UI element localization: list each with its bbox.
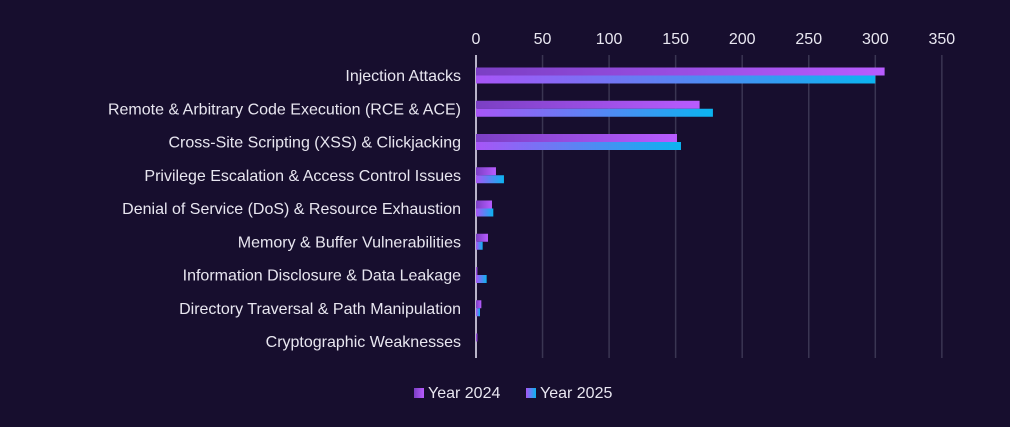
x-tick-label: 50 — [534, 31, 552, 48]
x-tick-label: 250 — [795, 31, 822, 48]
bar-2024 — [476, 200, 492, 209]
category-label: Cryptographic Weaknesses — [266, 334, 461, 351]
legend-label: Year 2024 — [428, 385, 500, 402]
bar-2024 — [476, 300, 482, 309]
x-tick-label: 200 — [729, 31, 756, 48]
bar-2024 — [476, 100, 700, 109]
legend-label: Year 2025 — [540, 385, 612, 402]
bar-2025 — [476, 108, 713, 117]
x-tick-label: 150 — [662, 31, 689, 48]
bar-2025 — [476, 175, 504, 184]
bar-2024 — [476, 67, 885, 76]
legend-swatch — [414, 388, 424, 398]
category-label: Denial of Service (DoS) & Resource Exhau… — [122, 201, 461, 218]
bar-2025 — [476, 142, 681, 150]
bar-2025 — [476, 208, 494, 217]
category-label: Privilege Escalation & Access Control Is… — [144, 168, 461, 185]
bar-2025 — [476, 241, 483, 250]
bar-2025 — [476, 308, 480, 317]
category-label: Information Disclosure & Data Leakage — [183, 268, 461, 285]
category-label: Injection Attacks — [345, 68, 461, 85]
category-label: Directory Traversal & Path Manipulation — [179, 301, 461, 318]
category-label: Cross-Site Scripting (XSS) & Clickjackin… — [168, 135, 461, 152]
x-tick-label: 0 — [472, 31, 481, 48]
bar-2024 — [476, 333, 478, 342]
x-tick-label: 100 — [596, 31, 623, 48]
bar-2024 — [476, 267, 478, 275]
bar-2025 — [476, 275, 487, 283]
category-label: Memory & Buffer Vulnerabilities — [238, 234, 461, 251]
category-label: Remote & Arbitrary Code Execution (RCE &… — [108, 101, 461, 118]
bar-2024 — [476, 167, 496, 176]
bar-2025 — [476, 75, 876, 84]
bar-2024 — [476, 233, 488, 242]
x-tick-label: 350 — [928, 31, 955, 48]
x-tick-label: 300 — [862, 31, 889, 48]
legend-swatch — [526, 388, 536, 398]
bar-2024 — [476, 134, 677, 142]
